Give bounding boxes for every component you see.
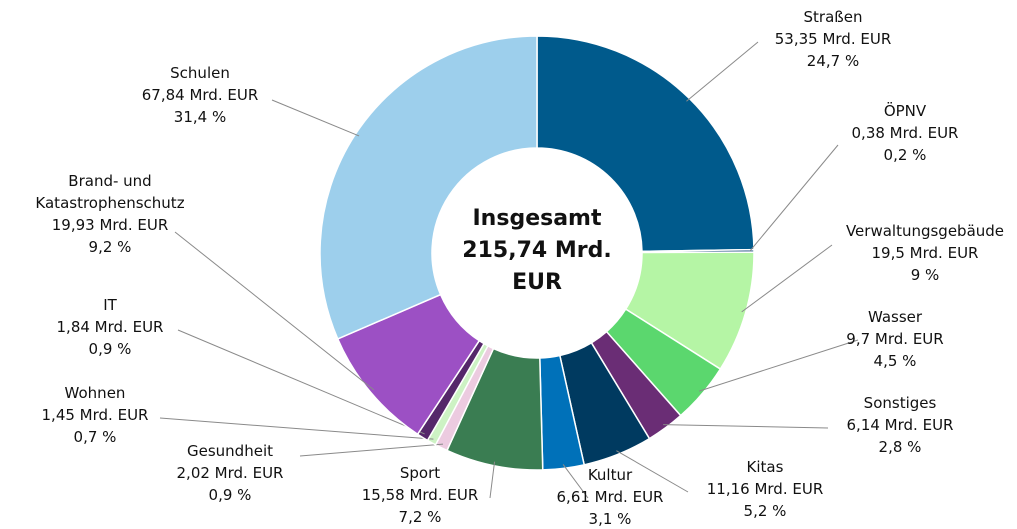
leader-line bbox=[749, 144, 839, 252]
segment-label: Gesundheit 2,02 Mrd. EUR 0,9 % bbox=[130, 440, 330, 506]
donut-segment bbox=[536, 35, 755, 253]
leader-line bbox=[616, 450, 689, 493]
category-label: Wasser bbox=[867, 308, 923, 326]
category-label: Kultur bbox=[587, 466, 633, 484]
share-label: 9 % bbox=[910, 266, 940, 284]
value-label: 6,61 Mrd. EUR bbox=[556, 488, 664, 506]
leader-line bbox=[562, 464, 589, 499]
value-label: 67,84 Mrd. EUR bbox=[141, 86, 259, 104]
share-label: 24,7 % bbox=[806, 52, 860, 70]
share-label: 0,9 % bbox=[208, 486, 252, 504]
leader-line bbox=[686, 41, 759, 102]
leader-line bbox=[174, 231, 375, 391]
category-label: IT bbox=[103, 296, 117, 314]
segment-label: Sport 15,58 Mrd. EUR 7,2 % bbox=[320, 462, 520, 528]
category-label: Brand- und Katastrophenschutz bbox=[35, 172, 185, 212]
leader-line bbox=[177, 329, 425, 435]
value-label: 1,84 Mrd. EUR bbox=[56, 318, 164, 336]
value-label: 19,93 Mrd. EUR bbox=[51, 216, 169, 234]
value-label: 0,38 Mrd. EUR bbox=[851, 124, 959, 142]
segment-label: Verwaltungsgebäude 19,5 Mrd. EUR 9 % bbox=[825, 220, 1017, 286]
category-label: Sonstiges bbox=[863, 394, 937, 412]
share-label: 9,2 % bbox=[88, 238, 132, 256]
segment-label: Brand- und Katastrophenschutz 19,93 Mrd. … bbox=[25, 170, 195, 258]
share-label: 7,2 % bbox=[398, 508, 442, 526]
leader-line bbox=[271, 99, 360, 137]
leader-line bbox=[741, 244, 833, 313]
category-label: Straßen bbox=[803, 8, 863, 26]
share-label: 2,8 % bbox=[878, 438, 922, 456]
category-label: Wohnen bbox=[64, 384, 126, 402]
leader-line bbox=[663, 424, 829, 429]
value-label: 9,7 Mrd. EUR bbox=[846, 330, 944, 348]
category-label: Verwaltungsgebäude bbox=[845, 222, 1005, 240]
leader-line bbox=[698, 339, 859, 392]
value-label: 19,5 Mrd. EUR bbox=[871, 244, 979, 262]
share-label: 0,9 % bbox=[88, 340, 132, 358]
share-label: 0,7 % bbox=[73, 428, 117, 446]
leader-line bbox=[159, 417, 434, 440]
segment-label: IT 1,84 Mrd. EUR 0,9 % bbox=[10, 294, 210, 360]
value-label: 1,45 Mrd. EUR bbox=[41, 406, 149, 424]
value-label: 11,16 Mrd. EUR bbox=[706, 480, 824, 498]
value-label: 15,58 Mrd. EUR bbox=[361, 486, 479, 504]
category-label: Schulen bbox=[170, 64, 230, 82]
center-label: Insgesamt 215,74 Mrd. EUR bbox=[462, 206, 612, 295]
segment-label: Kitas 11,16 Mrd. EUR 5,2 % bbox=[665, 456, 865, 522]
share-label: 0,2 % bbox=[883, 146, 927, 164]
share-label: 4,5 % bbox=[873, 352, 917, 370]
category-label: ÖPNV bbox=[883, 102, 927, 120]
segment-label: Sonstiges 6,14 Mrd. EUR 2,8 % bbox=[800, 392, 1000, 458]
segment-label: ÖPNV 0,38 Mrd. EUR 0,2 % bbox=[805, 100, 1005, 166]
leader-line bbox=[299, 443, 444, 457]
share-label: 31,4 % bbox=[173, 108, 227, 126]
share-label: 3,1 % bbox=[588, 510, 632, 528]
segment-label: Wohnen 1,45 Mrd. EUR 0,7 % bbox=[0, 382, 195, 448]
segment-label: Straßen 53,35 Mrd. EUR 24,7 % bbox=[733, 6, 933, 72]
category-label: Gesundheit bbox=[187, 442, 273, 460]
value-label: 2,02 Mrd. EUR bbox=[176, 464, 284, 482]
segment-label: Wasser 9,7 Mrd. EUR 4,5 % bbox=[795, 306, 995, 372]
value-label: 6,14 Mrd. EUR bbox=[846, 416, 954, 434]
segment-label: Schulen 67,84 Mrd. EUR 31,4 % bbox=[100, 62, 300, 128]
category-label: Sport bbox=[399, 464, 441, 482]
value-label: 53,35 Mrd. EUR bbox=[774, 30, 892, 48]
segment-label: Kultur 6,61 Mrd. EUR 3,1 % bbox=[510, 464, 710, 529]
category-label: Kitas bbox=[746, 458, 784, 476]
donut-segment bbox=[319, 35, 538, 340]
leader-line bbox=[489, 461, 496, 499]
share-label: 5,2 % bbox=[743, 502, 787, 520]
